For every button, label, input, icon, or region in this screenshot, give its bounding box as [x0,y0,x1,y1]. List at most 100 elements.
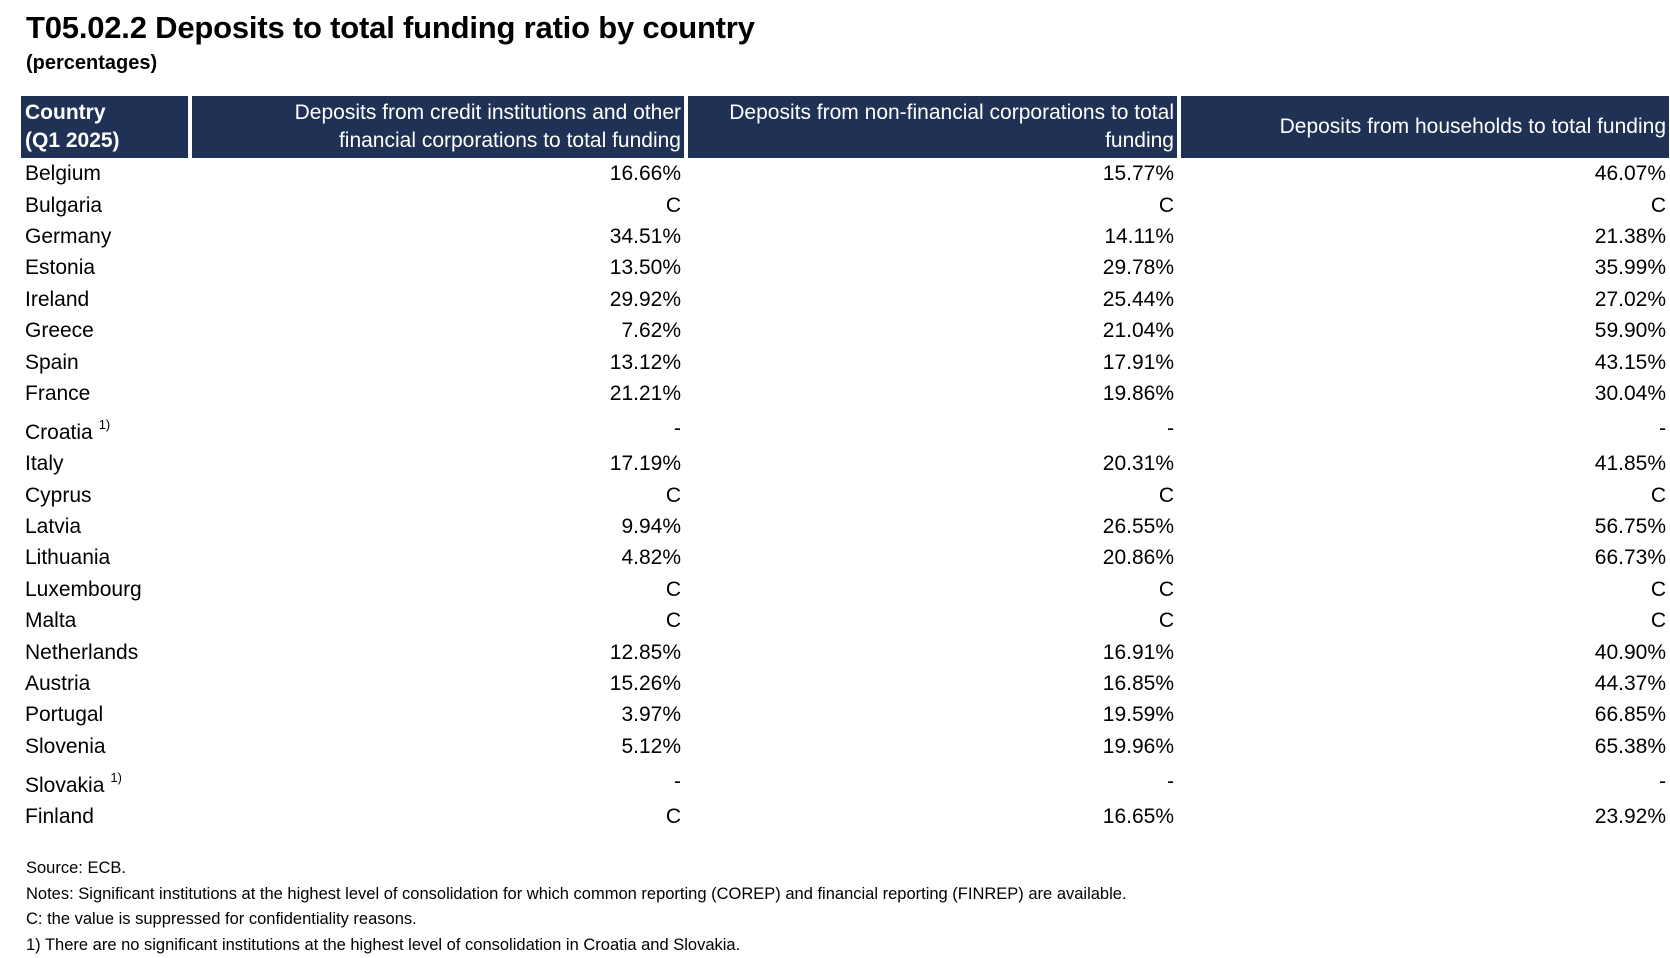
nonfinancial-corporations-value: C [688,189,1181,220]
header-nonfinancial-line2: funding [692,127,1174,155]
country-name: Finland [25,805,94,828]
country-name: Cyprus [25,484,92,507]
country-name: Luxembourg [25,578,142,601]
country-name: Slovenia [25,735,106,758]
country-name: Croatia [25,421,93,444]
credit-financial-value: 13.12% [192,346,688,377]
households-value: 43.15% [1181,346,1669,377]
country-name: Austria [25,672,90,695]
country-cell: France [21,378,192,409]
country-name: Germany [25,225,111,248]
table-header: Country (Q1 2025) Deposits from credit i… [21,96,1669,158]
credit-financial-value: C [192,480,688,511]
nonfinancial-corporations-value: 16.65% [688,801,1181,832]
deposits-table: Country (Q1 2025) Deposits from credit i… [21,96,1669,832]
country-cell: Croatia 1) [21,409,192,448]
header-nonfinancial-corporations: Deposits from non-financial corporations… [688,96,1181,158]
households-value: 35.99% [1181,252,1669,283]
credit-financial-value: - [192,409,688,448]
page-subtitle: (percentages) [26,52,157,75]
country-name: Estonia [25,256,95,279]
nonfinancial-corporations-value: 19.86% [688,378,1181,409]
credit-financial-value: 15.26% [192,668,688,699]
header-nonfinancial-line1: Deposits from non-financial corporations… [692,99,1174,127]
country-cell: Latvia [21,511,192,542]
households-value: 56.75% [1181,511,1669,542]
credit-financial-value: 5.12% [192,731,688,762]
country-cell: Cyprus [21,480,192,511]
nonfinancial-corporations-value: C [688,605,1181,636]
nonfinancial-corporations-value: 26.55% [688,511,1181,542]
credit-financial-value: 21.21% [192,378,688,409]
nonfinancial-corporations-value: C [688,480,1181,511]
households-value: 40.90% [1181,636,1669,667]
country-cell: Belgium [21,158,192,189]
table-row: France 21.21%19.86%30.04% [21,378,1669,409]
country-cell: Germany [21,221,192,252]
nonfinancial-corporations-value: 20.31% [688,448,1181,479]
nonfinancial-corporations-value: 15.77% [688,158,1181,189]
country-cell: Portugal [21,699,192,730]
header-country-line2: (Q1 2025) [25,127,185,155]
table-row: Lithuania 4.82%20.86%66.73% [21,542,1669,573]
country-name: Lithuania [25,546,110,569]
country-name: Slovakia [25,774,104,797]
nonfinancial-corporations-value: 20.86% [688,542,1181,573]
nonfinancial-corporations-value: 19.59% [688,699,1181,730]
country-name: France [25,382,90,405]
header-row: Country (Q1 2025) Deposits from credit i… [21,96,1669,158]
credit-financial-value: 29.92% [192,284,688,315]
nonfinancial-corporations-value: 16.91% [688,636,1181,667]
credit-financial-value: - [192,762,688,801]
country-name: Latvia [25,515,81,538]
country-name: Malta [25,609,76,632]
country-cell: Spain [21,346,192,377]
nonfinancial-corporations-value: 16.85% [688,668,1181,699]
source-note: Source: ECB. [26,856,1127,882]
nonfinancial-corporations-value: 29.78% [688,252,1181,283]
nonfinancial-corporations-value: 21.04% [688,315,1181,346]
header-country-line1: Country [25,99,185,127]
households-value: C [1181,605,1669,636]
nonfinancial-corporations-value: 25.44% [688,284,1181,315]
country-name: Spain [25,351,79,374]
households-value: C [1181,480,1669,511]
country-cell: Finland [21,801,192,832]
confidentiality-note: C: the value is suppressed for confident… [26,907,1127,933]
households-value: 23.92% [1181,801,1669,832]
header-country: Country (Q1 2025) [21,96,192,158]
header-credit-financial-line2: financial corporations to total funding [196,127,681,155]
country-name: Portugal [25,703,103,726]
footnote-marker: 1) [99,417,111,432]
credit-financial-value: 4.82% [192,542,688,573]
credit-financial-value: 9.94% [192,511,688,542]
households-value: 30.04% [1181,378,1669,409]
country-cell: Greece [21,315,192,346]
country-cell: Lithuania [21,542,192,573]
country-name: Netherlands [25,641,138,664]
households-value: 66.73% [1181,542,1669,573]
credit-financial-value: 12.85% [192,636,688,667]
table-row: Netherlands 12.85%16.91%40.90% [21,636,1669,667]
header-credit-financial: Deposits from credit institutions and ot… [192,96,688,158]
country-name: Ireland [25,288,89,311]
credit-financial-value: C [192,605,688,636]
households-value: - [1181,762,1669,801]
table-row: Latvia 9.94%26.55%56.75% [21,511,1669,542]
country-cell: Netherlands [21,636,192,667]
country-cell: Italy [21,448,192,479]
country-name: Greece [25,319,94,342]
households-value: C [1181,189,1669,220]
